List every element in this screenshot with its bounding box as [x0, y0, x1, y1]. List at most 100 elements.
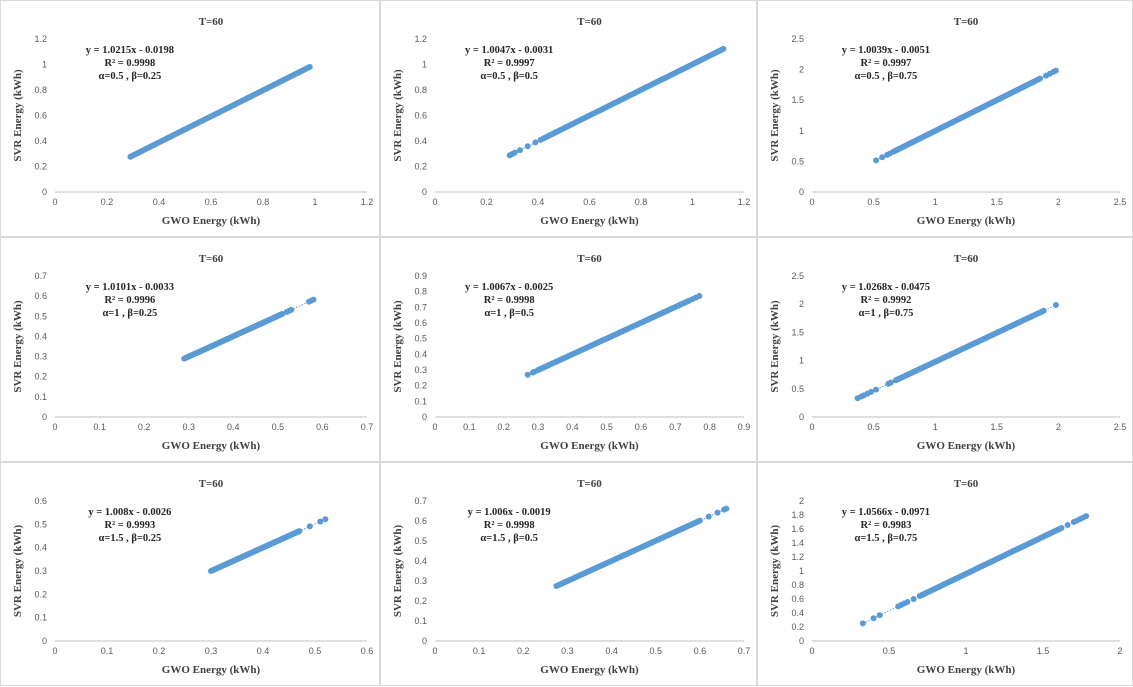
y-tick-label: 1.2 — [414, 34, 427, 44]
data-point — [873, 386, 880, 393]
x-tick-label: 2.5 — [1114, 422, 1127, 432]
y-tick-label: 1.2 — [34, 34, 47, 44]
data-point — [1083, 513, 1090, 520]
x-tick-label: 1 — [933, 197, 938, 207]
y-tick-label: 0.4 — [34, 136, 47, 146]
y-tick-label: 0.4 — [34, 543, 47, 553]
y-tick-label: 0.8 — [34, 85, 47, 95]
regression-equation: y = 1.0566x - 0.0971 — [842, 507, 930, 518]
data-points — [854, 302, 1059, 402]
y-axis-label: SVR Energy (kWh) — [392, 69, 404, 162]
data-point — [714, 509, 721, 516]
y-tick-label: 0 — [799, 412, 804, 422]
y-tick-label: 1 — [799, 566, 804, 576]
data-points — [859, 513, 1090, 627]
x-tick-label: 0.4 — [566, 422, 579, 432]
x-axis-label: GWO Energy (kWh) — [162, 664, 261, 676]
y-tick-label: 0 — [42, 187, 47, 197]
y-axis-label: SVR Energy (kWh) — [769, 525, 781, 618]
scatter-plot: T=60 0 0.5 1 1.5 2 0 0.2 0.4 0.6 0.8 1 1.2 1.4 1.6 1.8 2… — [769, 478, 1123, 676]
data-point — [1040, 307, 1047, 314]
y-tick-label: 0 — [422, 187, 427, 197]
y-tick-label: 1 — [42, 60, 47, 70]
x-tick-label: 0.3 — [182, 422, 195, 432]
x-axis-label: GWO Energy (kWh) — [162, 215, 261, 227]
data-point — [870, 615, 877, 622]
x-tick-label: 0.5 — [309, 646, 322, 656]
data-point — [723, 505, 730, 512]
y-tick-label: 0.3 — [34, 566, 47, 576]
x-tick-label: 2 — [1056, 197, 1061, 207]
regression-equation: y = 1.0215x - 0.0198 — [86, 45, 174, 56]
data-point — [696, 292, 703, 299]
data-point — [859, 620, 866, 627]
x-tick-label: 0.6 — [583, 197, 596, 207]
data-point — [537, 136, 544, 143]
x-tick-label: 0 — [432, 646, 437, 656]
y-tick-label: 2.5 — [791, 34, 804, 44]
y-tick-label: 0 — [42, 636, 47, 646]
x-tick-label: 0.4 — [257, 646, 270, 656]
y-tick-label: 0.4 — [414, 556, 427, 566]
x-tick-label: 0.6 — [635, 422, 648, 432]
y-tick-label: 0.2 — [34, 589, 47, 599]
scatter-plot: T=60 0 0.1 0.2 0.3 0.4 0.5 0.6 0.7 0.8 0.9 0 0.1 0.2 0… — [392, 253, 750, 452]
data-point — [887, 379, 894, 386]
data-point — [879, 154, 886, 161]
parameters: α=0.5 , β=0.25 — [99, 71, 162, 82]
x-tick-label: 0 — [432, 197, 437, 207]
x-tick-label: 0.8 — [635, 197, 648, 207]
data-points — [553, 505, 730, 590]
data-points — [127, 63, 313, 160]
data-points — [208, 516, 329, 575]
y-axis-label: SVR Energy (kWh) — [769, 300, 781, 393]
chart-panel-8: T=60 0 0.1 0.2 0.3 0.4 0.5 0.6 0.7 0 0.1 0.2 0.3 0.4 0… — [380, 462, 757, 686]
scatter-plot: T=60 0 0.1 0.2 0.3 0.4 0.5 0.6 0 0.1 0.2 0.3 0.4 0.5 0… — [12, 478, 373, 676]
r-squared: R² = 0.9997 — [860, 58, 911, 69]
y-tick-label: 0.5 — [414, 334, 427, 344]
y-tick-label: 0 — [799, 636, 804, 646]
x-axis-label: GWO Energy (kWh) — [917, 215, 1016, 227]
x-tick-label: 0 — [809, 422, 814, 432]
y-tick-label: 0.5 — [791, 384, 804, 394]
y-tick-label: 0.5 — [414, 536, 427, 546]
x-tick-label: 0.2 — [497, 422, 510, 432]
y-tick-label: 0.3 — [414, 365, 427, 375]
chart-title: T=60 — [577, 253, 602, 265]
y-tick-label: 0.3 — [414, 576, 427, 586]
scatter-plot: T=60 0 0.1 0.2 0.3 0.4 0.5 0.6 0.7 0 0.1 0.2 0.3 0.4 0… — [12, 253, 373, 452]
data-point — [1064, 522, 1071, 529]
regression-equation: y = 1.0268x - 0.0475 — [842, 282, 930, 293]
x-tick-label: 2 — [1117, 646, 1122, 656]
regression-equation: y = 1.0067x - 0.0025 — [465, 282, 553, 293]
x-tick-label: 1.5 — [991, 422, 1004, 432]
scatter-plot: T=60 0 0.5 1 1.5 2 2.5 0 0.5 1 1.5 2 2.5 GWO Energy (… — [769, 16, 1126, 227]
y-tick-label: 0 — [42, 412, 47, 422]
parameters: α=1 , β=0.25 — [102, 308, 157, 319]
data-point — [531, 368, 538, 375]
parameters: α=1.5 , β=0.75 — [855, 533, 918, 544]
scatter-plot: T=60 0 0.1 0.2 0.3 0.4 0.5 0.6 0.7 0 0.1 0.2 0.3 0.4 0… — [392, 478, 750, 676]
y-tick-label: 0.1 — [34, 613, 47, 623]
chart-panel-4: T=60 0 0.1 0.2 0.3 0.4 0.5 0.6 0.7 0 0.1 0.2 0.3 0.4 0… — [0, 237, 380, 462]
y-axis-label: SVR Energy (kWh) — [12, 525, 24, 618]
x-tick-label: 1.5 — [991, 197, 1004, 207]
y-tick-label: 0.6 — [791, 594, 804, 604]
y-tick-label: 0.7 — [414, 302, 427, 312]
parameters: α=1 , β=0.75 — [858, 308, 913, 319]
x-tick-label: 0.8 — [703, 422, 716, 432]
y-tick-label: 1.4 — [791, 538, 804, 548]
parameters: α=0.5 , β=0.75 — [855, 71, 918, 82]
y-tick-label: 0.7 — [34, 271, 47, 281]
regression-equation: y = 1.0039x - 0.0051 — [842, 45, 930, 56]
x-tick-label: 0.2 — [101, 197, 114, 207]
y-tick-label: 0.1 — [34, 392, 47, 402]
x-tick-label: 0 — [52, 197, 57, 207]
x-tick-label: 0.4 — [227, 422, 240, 432]
y-axis-label: SVR Energy (kWh) — [392, 525, 404, 618]
y-tick-label: 0.2 — [414, 162, 427, 172]
x-tick-label: 0.5 — [867, 422, 880, 432]
y-tick-label: 0.2 — [34, 372, 47, 382]
scatter-plot: T=60 0 0.2 0.4 0.6 0.8 1 1.2 0 0.2 0.4 0.6 0.8 1 1.2 GW… — [12, 16, 373, 227]
data-point — [705, 513, 712, 520]
